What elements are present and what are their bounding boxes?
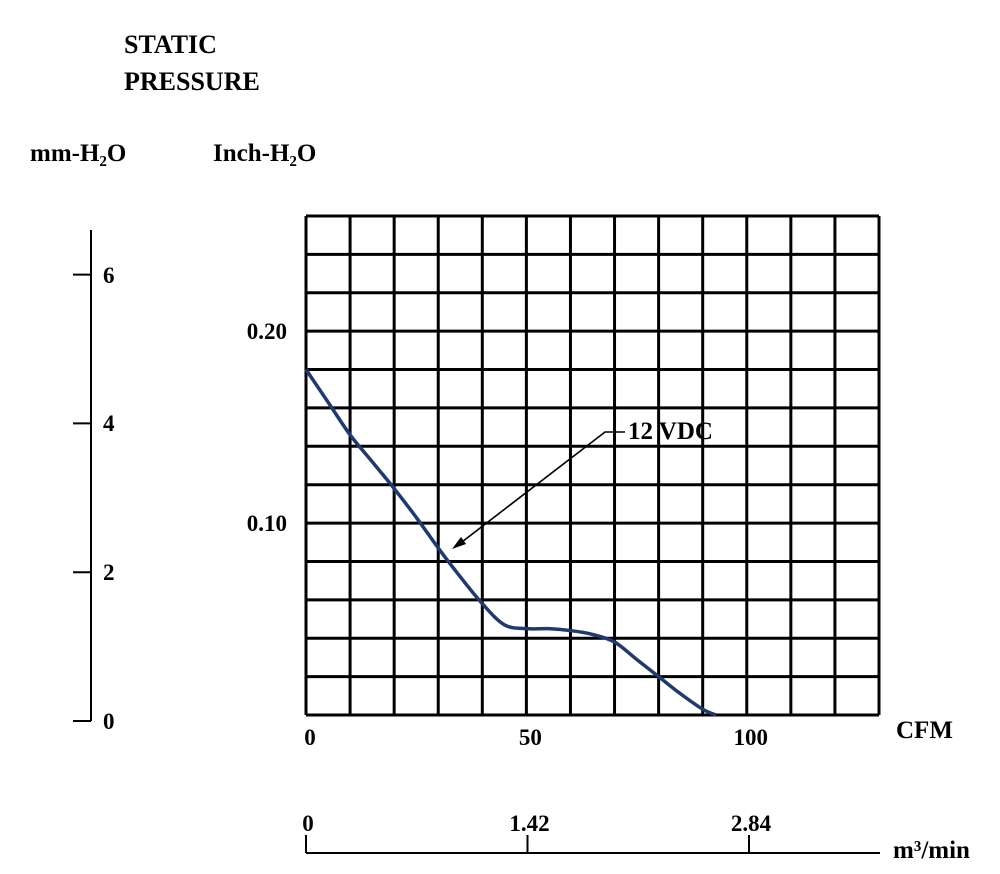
x-axis-unit-cfm: CFM xyxy=(896,717,953,744)
y-axis-inch-tick-label: 0.10 xyxy=(246,511,287,537)
y-axis-inch-tick-label: 0.20 xyxy=(246,319,287,345)
y-axis-mm-tick-label: 4 xyxy=(103,411,115,437)
x-axis-m3-tick-label: 1.42 xyxy=(509,811,550,836)
x-axis-cfm-tick-label: 0 xyxy=(304,725,316,750)
x-axis-unit-m3: m³/min xyxy=(893,837,970,864)
chart-title-line2: PRESSURE xyxy=(124,67,260,96)
annotation-arrowhead xyxy=(452,537,466,549)
series-annotation-label: 12 VDC xyxy=(628,418,713,445)
chart-title-line1: STATIC xyxy=(124,30,217,59)
y-axis-mm-tick-label: 0 xyxy=(103,709,115,734)
y-axis-unit-mm: mm-H₂O xyxy=(30,140,127,167)
x-axis-cfm-tick-label: 50 xyxy=(518,725,542,750)
annotation-leader-line xyxy=(457,431,625,546)
y-axis-mm-tick-label: 2 xyxy=(103,560,115,586)
x-axis-m3-tick-label: 2.84 xyxy=(730,811,772,836)
series-line-12vdc xyxy=(304,368,717,717)
y-axis-unit-inch: Inch-H₂O xyxy=(213,140,317,167)
x-axis-cfm-tick-label: 100 xyxy=(733,725,769,750)
y-axis-mm-tick-label: 6 xyxy=(103,262,115,288)
x-axis-m3-tick-label: 0 xyxy=(302,811,314,836)
